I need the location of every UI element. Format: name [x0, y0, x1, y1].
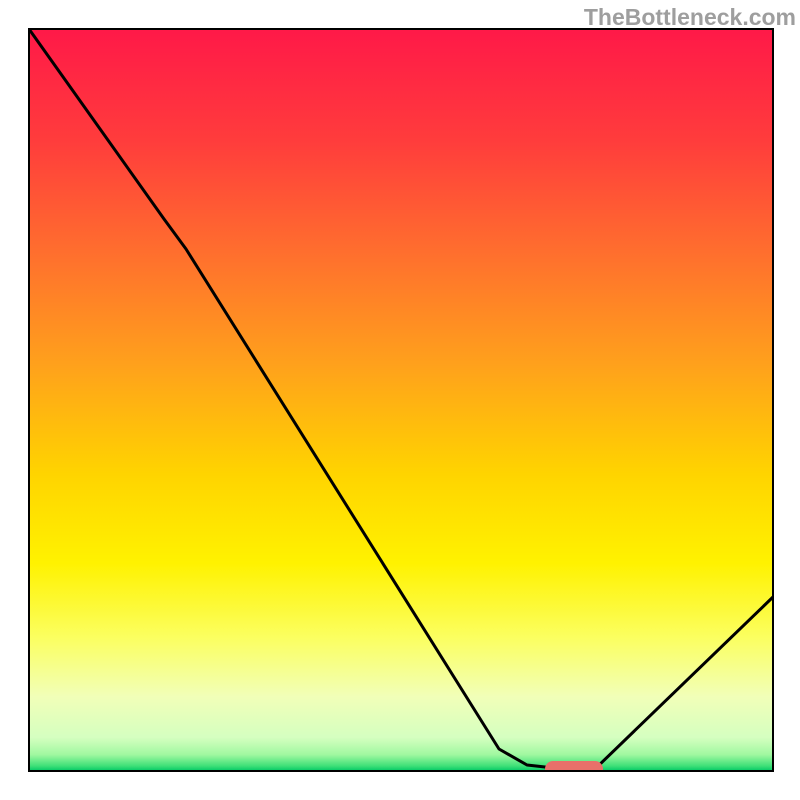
- bottleneck-chart: [0, 0, 800, 800]
- watermark-text: TheBottleneck.com: [584, 4, 796, 31]
- plot-gradient-background: [29, 29, 773, 771]
- optimum-marker: [545, 761, 603, 777]
